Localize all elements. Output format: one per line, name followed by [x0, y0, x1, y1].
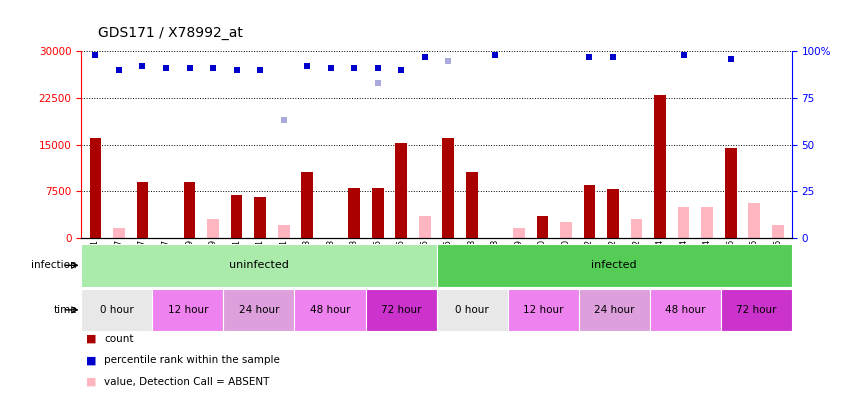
Bar: [348, 188, 360, 238]
Bar: [650, 289, 721, 331]
Bar: [184, 182, 195, 238]
Text: ■: ■: [86, 377, 96, 387]
Text: GDS171 / X78992_at: GDS171 / X78992_at: [98, 26, 243, 40]
Bar: [678, 207, 689, 238]
Bar: [443, 231, 455, 238]
Text: uninfected: uninfected: [229, 260, 288, 270]
Text: infected: infected: [591, 260, 637, 270]
Bar: [419, 216, 431, 238]
Text: 12 hour: 12 hour: [168, 305, 208, 315]
Text: time: time: [53, 305, 77, 315]
Bar: [466, 173, 478, 238]
Bar: [537, 216, 549, 238]
Bar: [137, 182, 148, 238]
Bar: [223, 289, 294, 331]
Text: 48 hour: 48 hour: [665, 305, 705, 315]
Bar: [113, 228, 125, 238]
Bar: [395, 143, 407, 238]
Bar: [631, 219, 642, 238]
Text: value, Detection Call = ABSENT: value, Detection Call = ABSENT: [104, 377, 270, 387]
Bar: [437, 244, 792, 287]
Text: infection: infection: [32, 260, 77, 270]
Bar: [560, 222, 572, 238]
Bar: [437, 289, 508, 331]
Bar: [207, 219, 219, 238]
Text: 0 hour: 0 hour: [100, 305, 134, 315]
Bar: [701, 207, 713, 238]
Bar: [277, 225, 289, 238]
Text: 24 hour: 24 hour: [239, 305, 279, 315]
Bar: [254, 197, 266, 238]
Bar: [81, 244, 437, 287]
Bar: [654, 95, 666, 238]
Text: 24 hour: 24 hour: [594, 305, 634, 315]
Bar: [607, 189, 619, 238]
Bar: [725, 148, 736, 238]
Bar: [443, 138, 455, 238]
Bar: [584, 185, 596, 238]
Bar: [90, 138, 101, 238]
Bar: [372, 188, 383, 238]
Bar: [513, 228, 525, 238]
Text: 12 hour: 12 hour: [523, 305, 563, 315]
Text: 0 hour: 0 hour: [455, 305, 489, 315]
Bar: [301, 173, 313, 238]
Text: ■: ■: [86, 333, 96, 344]
Bar: [231, 195, 242, 238]
Bar: [152, 289, 223, 331]
Text: count: count: [104, 333, 134, 344]
Text: 72 hour: 72 hour: [381, 305, 421, 315]
Bar: [748, 204, 760, 238]
Text: percentile rank within the sample: percentile rank within the sample: [104, 355, 280, 366]
Bar: [366, 289, 437, 331]
Bar: [294, 289, 366, 331]
Bar: [772, 225, 783, 238]
Text: 72 hour: 72 hour: [736, 305, 776, 315]
Bar: [579, 289, 650, 331]
Bar: [508, 289, 579, 331]
Text: ■: ■: [86, 355, 96, 366]
Bar: [721, 289, 792, 331]
Text: 48 hour: 48 hour: [310, 305, 350, 315]
Bar: [81, 289, 152, 331]
